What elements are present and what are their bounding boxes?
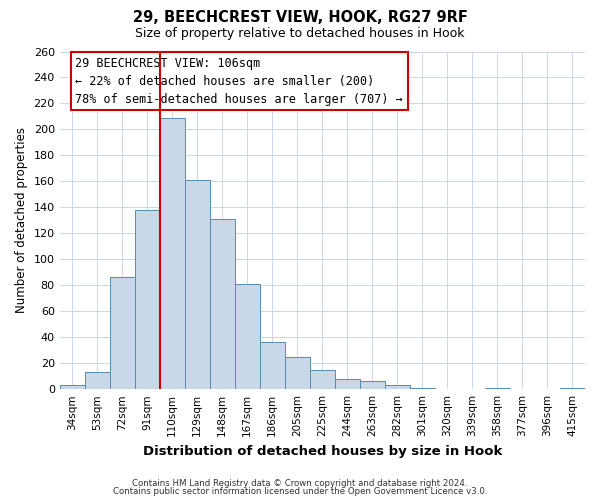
Bar (560, 388, 585, 389)
Bar (185, 180, 210, 389)
Bar (85, 372, 110, 389)
Bar (210, 219, 235, 389)
Bar (285, 356, 310, 389)
Text: 29 BEECHCREST VIEW: 106sqm
← 22% of detached houses are smaller (200)
78% of sem: 29 BEECHCREST VIEW: 106sqm ← 22% of deta… (76, 56, 403, 106)
Text: Size of property relative to detached houses in Hook: Size of property relative to detached ho… (135, 28, 465, 40)
X-axis label: Distribution of detached houses by size in Hook: Distribution of detached houses by size … (143, 444, 502, 458)
Bar (110, 278, 135, 389)
Text: Contains public sector information licensed under the Open Government Licence v3: Contains public sector information licen… (113, 487, 487, 496)
Bar (160, 118, 185, 389)
Bar (260, 342, 285, 389)
Bar (135, 210, 160, 389)
Bar (59, 386, 85, 389)
Bar (410, 388, 435, 389)
Bar (360, 382, 385, 389)
Y-axis label: Number of detached properties: Number of detached properties (15, 128, 28, 314)
Bar (310, 370, 335, 389)
Bar (485, 388, 510, 389)
Text: 29, BEECHCREST VIEW, HOOK, RG27 9RF: 29, BEECHCREST VIEW, HOOK, RG27 9RF (133, 10, 467, 25)
Bar (335, 379, 360, 389)
Text: Contains HM Land Registry data © Crown copyright and database right 2024.: Contains HM Land Registry data © Crown c… (132, 478, 468, 488)
Bar (235, 284, 260, 389)
Bar (385, 386, 410, 389)
